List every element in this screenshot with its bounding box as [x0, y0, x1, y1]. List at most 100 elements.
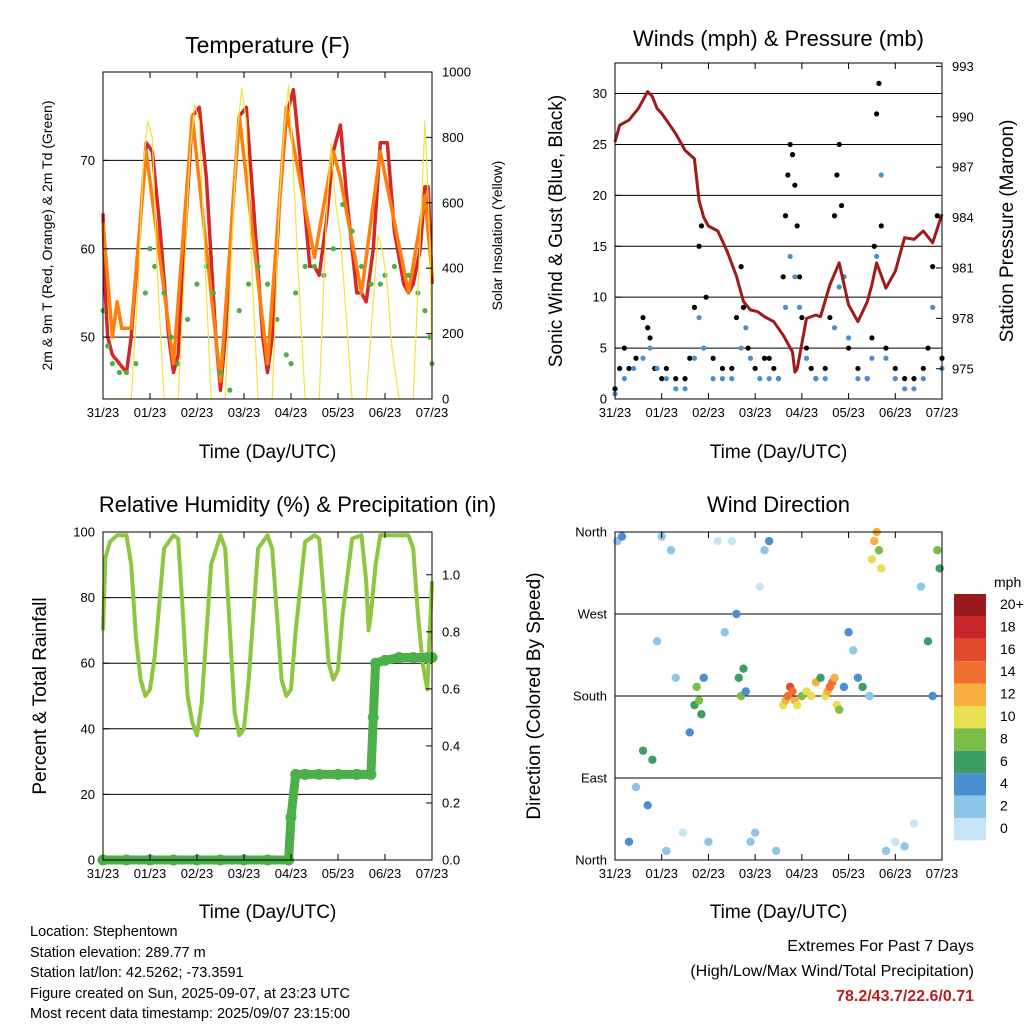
series-point — [752, 365, 758, 372]
direction-point — [849, 646, 858, 655]
series-point — [210, 290, 217, 296]
series-point — [729, 376, 735, 382]
series-point — [813, 376, 819, 382]
direction-point — [678, 828, 687, 837]
series-point — [696, 314, 702, 321]
series-point — [673, 386, 679, 392]
colorbar-swatch — [954, 683, 986, 706]
series-point — [640, 314, 646, 321]
series-point — [845, 335, 852, 341]
colorbar-label: 4 — [1000, 775, 1008, 791]
direction-point — [760, 546, 769, 555]
series-point — [370, 657, 382, 669]
colorbar-swatch — [954, 773, 986, 796]
series-point — [831, 213, 838, 219]
series-point — [902, 386, 908, 392]
colorbar-label: 12 — [1000, 686, 1016, 702]
direction-point — [713, 536, 722, 546]
series-point — [185, 316, 191, 323]
series-point — [930, 264, 936, 270]
y-tick-label: North — [575, 853, 607, 868]
x-tick-label: 01/23 — [134, 405, 167, 420]
direction-point — [648, 755, 657, 764]
series-point — [794, 223, 800, 229]
x-tick-label: 02/23 — [692, 405, 725, 420]
series-point — [631, 365, 637, 372]
series-point — [701, 345, 707, 351]
x-tick-label: 04/23 — [275, 405, 308, 420]
series-point — [682, 386, 688, 392]
colorbar-label: 16 — [1000, 641, 1016, 657]
series-point — [367, 711, 379, 723]
y-axis-label: Direction (Colored By Speed) — [524, 572, 545, 819]
direction-point — [694, 696, 704, 705]
extremes-box: Extremes For Past 7 Days (High/Low/Max W… — [690, 934, 974, 1009]
series-point — [313, 768, 325, 780]
series-point — [142, 290, 148, 296]
series-line — [101, 87, 434, 392]
x-tick-label: 07/23 — [416, 866, 449, 881]
extremes-title: Extremes For Past 7 Days — [787, 938, 974, 955]
direction-point — [697, 710, 706, 719]
series-point — [796, 274, 803, 280]
direction-point — [909, 819, 919, 828]
x-tick-label: 04/23 — [786, 405, 819, 420]
series-point — [299, 768, 311, 780]
series-point — [368, 281, 374, 287]
y2-tick-label: 600 — [442, 195, 464, 210]
series-point — [780, 274, 786, 280]
series-point — [285, 811, 297, 823]
series-point — [911, 376, 917, 382]
direction-point — [807, 691, 816, 701]
colorbar-label: 10 — [1000, 708, 1016, 724]
y2-tick-label: 1000 — [442, 65, 471, 80]
x-tick-label: 02/23 — [692, 866, 725, 881]
direction-point — [870, 536, 879, 546]
series-point — [105, 343, 111, 349]
chart-title: Relative Humidity (%) & Precipitation (i… — [99, 492, 496, 517]
colorbar-swatch — [954, 728, 986, 751]
series-point — [217, 369, 224, 376]
y-tick-label: 20 — [81, 787, 95, 802]
colorbar-swatch — [954, 594, 986, 617]
y-tick-label: 20 — [593, 188, 607, 203]
y-tick-label: 70 — [81, 153, 95, 168]
series-line — [101, 533, 434, 738]
x-tick-label: 05/23 — [832, 866, 865, 881]
direction-point — [816, 673, 825, 682]
series-point — [340, 201, 346, 208]
x-tick-label: 01/23 — [134, 866, 167, 881]
direction-point — [935, 564, 944, 573]
series-point — [789, 152, 796, 158]
colorbar-label: 0 — [1000, 820, 1008, 836]
humidity-precip-panel: 31/23 01/23 02/23 03/23 04/23 05/23 06/23 07/23… — [30, 492, 496, 923]
series-point — [878, 172, 884, 178]
direction-point — [746, 837, 755, 846]
x-tick-label: 07/23 — [926, 866, 959, 881]
series-point — [787, 253, 793, 260]
y-tick-label: 100 — [73, 525, 95, 540]
series-point — [255, 263, 261, 270]
direction-point — [631, 782, 641, 792]
direction-point — [617, 532, 627, 541]
x-tick-label: 05/23 — [322, 866, 355, 881]
series-point — [194, 281, 200, 287]
series-point — [733, 314, 740, 321]
series-point — [803, 355, 810, 361]
series-point — [365, 768, 377, 780]
series-point — [855, 376, 861, 382]
series-point — [691, 355, 698, 361]
series-point — [869, 335, 875, 341]
temperature-panel: 31/23 01/23 02/23 03/23 04/23 05/23 06/23 07/23… — [39, 32, 505, 463]
y2-tick-label: 0.4 — [442, 738, 460, 753]
series-point — [930, 304, 936, 310]
series-point — [290, 768, 302, 780]
y2-tick-label: 400 — [442, 261, 464, 276]
direction-point — [874, 546, 884, 555]
series-point — [633, 355, 639, 361]
series-point — [874, 111, 880, 117]
direction-point — [750, 828, 760, 837]
series-point — [766, 376, 772, 382]
series-point — [264, 281, 271, 287]
series-point — [687, 355, 693, 361]
